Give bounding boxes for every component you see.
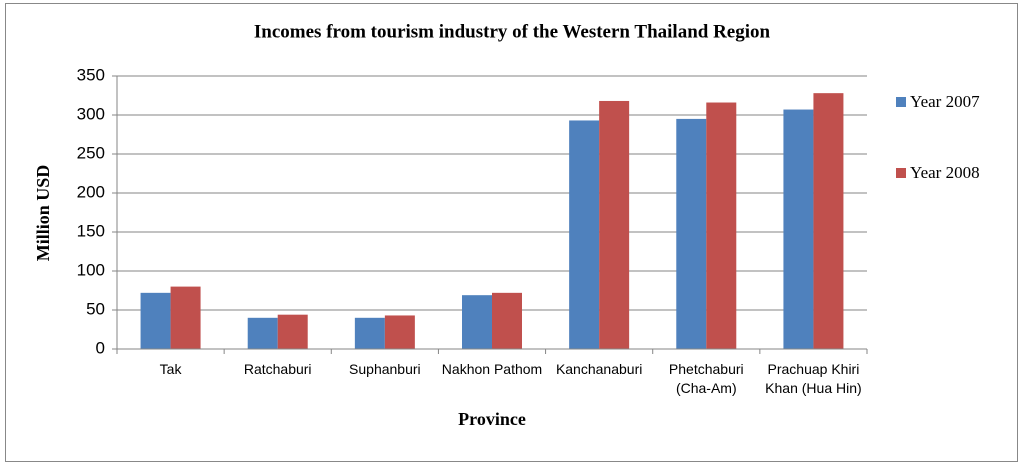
legend-swatch xyxy=(896,168,906,178)
bar xyxy=(354,317,385,349)
y-axis-label: Million USD xyxy=(33,165,53,262)
y-tick-label: 50 xyxy=(86,299,105,318)
bar xyxy=(783,109,814,349)
bar xyxy=(277,314,308,349)
bar xyxy=(384,315,415,349)
legend-label: Year 2008 xyxy=(910,163,980,182)
x-tick-label: Prachuap Khiri Khan (Hua Hin) xyxy=(765,361,862,396)
x-tick-label: Ratchaburi xyxy=(243,361,312,377)
x-axis-label: Province xyxy=(458,409,526,429)
bar xyxy=(676,118,707,350)
frame xyxy=(5,3,1018,462)
chart-title: Incomes from tourism industry of the Wes… xyxy=(254,21,771,42)
bar xyxy=(247,317,278,349)
legend-swatch xyxy=(896,97,906,107)
bar xyxy=(462,295,492,349)
x-tick-label: Suphanburi xyxy=(349,361,421,377)
bar xyxy=(569,120,600,350)
y-tick-label: 150 xyxy=(77,221,105,240)
bar xyxy=(170,286,201,349)
x-tick-label: Tak xyxy=(159,361,182,377)
x-tick-label: Phetchaburi (Cha-Am) xyxy=(668,361,744,396)
bar xyxy=(599,100,630,350)
x-tick-label: Kanchanaburi xyxy=(555,361,643,377)
y-tick-label: 100 xyxy=(77,260,105,279)
y-tick-label: 250 xyxy=(77,143,105,162)
legend-label: Year 2007 xyxy=(910,92,980,111)
x-tick-label: Nakhon Pathom xyxy=(441,361,543,377)
bar xyxy=(706,102,737,350)
y-tick-label: 200 xyxy=(77,182,105,201)
bar xyxy=(140,292,171,349)
bar xyxy=(813,93,844,349)
y-tick-label: 0 xyxy=(96,338,105,357)
y-tick-label: 350 xyxy=(77,65,105,84)
y-tick-label: 300 xyxy=(77,104,105,123)
bar xyxy=(492,292,522,349)
